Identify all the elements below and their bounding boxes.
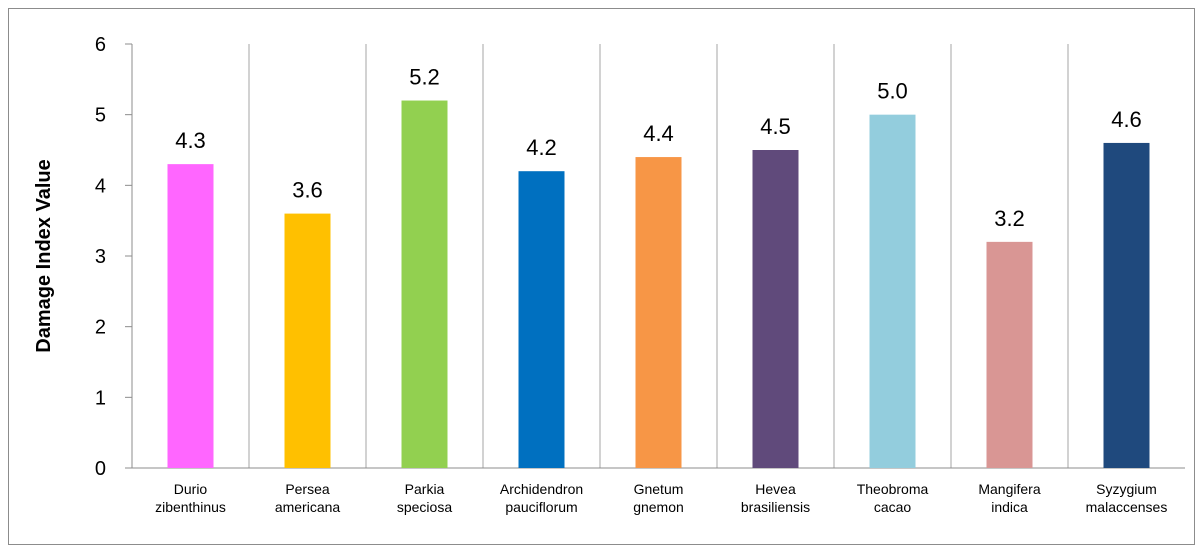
y-tick-label: 1 [95, 387, 106, 409]
bar [518, 171, 565, 468]
x-tick-label: Syzygium malaccenses [1086, 481, 1168, 515]
x-tick-label: Mangifera indica [978, 481, 1040, 515]
bar [752, 150, 799, 468]
x-tick-label: Durio zibenthinus [155, 481, 226, 515]
x-tick-label: Hevea brasiliensis [741, 481, 810, 515]
bar [635, 157, 682, 469]
y-tick-label: 2 [95, 317, 106, 339]
y-axis-title: Damage Index Value [33, 159, 55, 352]
bar [284, 213, 331, 468]
bar [1103, 142, 1150, 468]
x-tick-label: Parkia speciosa [397, 481, 452, 515]
y-tick-label: 3 [95, 246, 106, 268]
data-label: 4.4 [643, 121, 674, 146]
data-label: 3.2 [994, 206, 1025, 231]
bars [167, 100, 1150, 469]
bar [869, 114, 916, 469]
x-tick-label: Archidendron pauciflorum [500, 481, 583, 515]
y-tick-label: 4 [95, 175, 106, 197]
x-tick-label: Gnetum gnemon [633, 481, 684, 515]
y-tick-label: 5 [95, 105, 106, 127]
bar [401, 100, 448, 469]
x-tick-label: Theobroma cacao [857, 481, 929, 515]
data-label: 5.2 [409, 65, 440, 90]
data-label: 4.3 [175, 128, 206, 153]
bar [986, 241, 1033, 468]
data-label: 3.6 [292, 178, 323, 203]
bar [167, 164, 214, 468]
y-tick-label: 6 [95, 34, 106, 56]
data-label: 4.5 [760, 114, 791, 139]
x-tick-label: Persea americana [275, 481, 341, 515]
data-label: 5.0 [877, 79, 908, 104]
y-tick-label: 0 [95, 458, 106, 480]
labels: 4.3 Durio zibenthinus 3.6 Persea americana 5.2… [155, 65, 1167, 515]
data-label: 4.2 [526, 135, 557, 160]
grid-layer [248, 44, 1069, 468]
data-label: 4.6 [1111, 107, 1142, 132]
